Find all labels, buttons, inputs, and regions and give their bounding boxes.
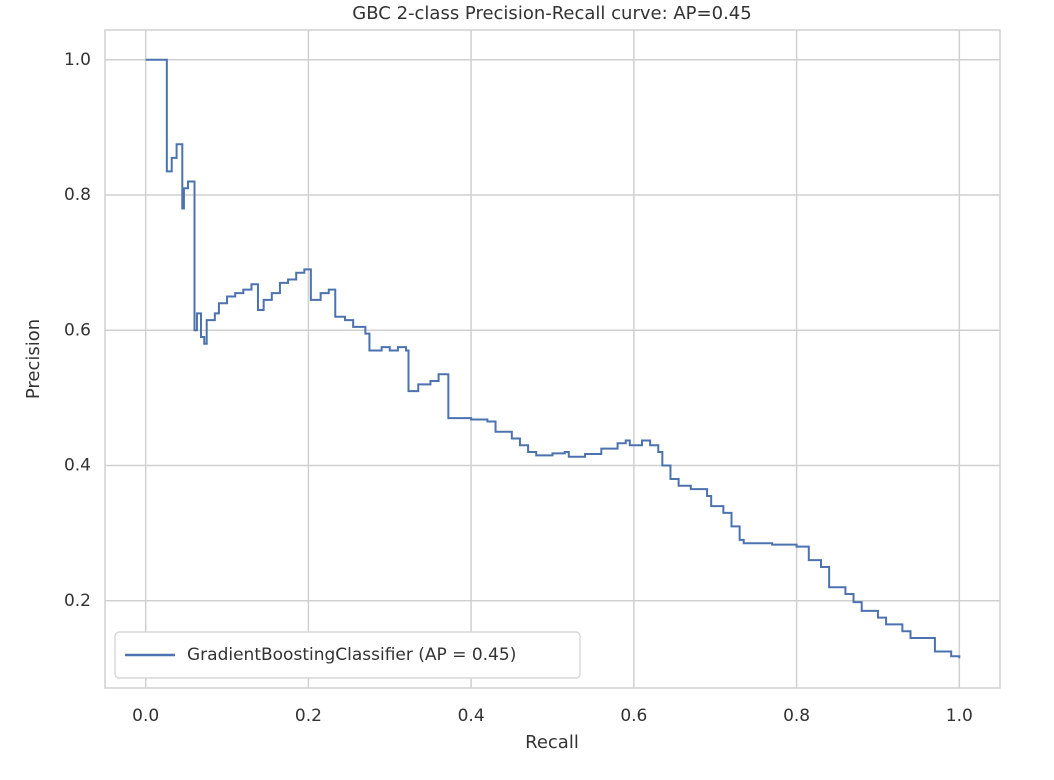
x-tick-label: 0.2 (295, 706, 322, 726)
y-tick-label: 1.0 (64, 50, 91, 70)
legend-box (114, 631, 581, 679)
x-tick-label: 0.8 (783, 706, 810, 726)
y-tick-label: 0.4 (64, 456, 91, 476)
y-tick-label: 0.8 (64, 185, 91, 205)
x-tick-label: 0.0 (132, 706, 159, 726)
y-tick-label: 0.6 (64, 320, 91, 340)
chart-title: GBC 2-class Precision-Recall curve: AP=0… (352, 3, 751, 24)
x-tick-label: 0.6 (620, 706, 647, 726)
y-tick-label: 0.2 (64, 591, 91, 611)
x-tick-label: 0.4 (458, 706, 485, 726)
x-tick-label: 1.0 (946, 706, 973, 726)
y-axis-label: Precision (23, 319, 44, 399)
legend-label: GradientBoostingClassifier (AP = 0.45) (187, 645, 516, 665)
plot-frame (104, 29, 1001, 689)
pr-curve (145, 58, 961, 659)
x-axis-label: Recall (525, 732, 579, 753)
